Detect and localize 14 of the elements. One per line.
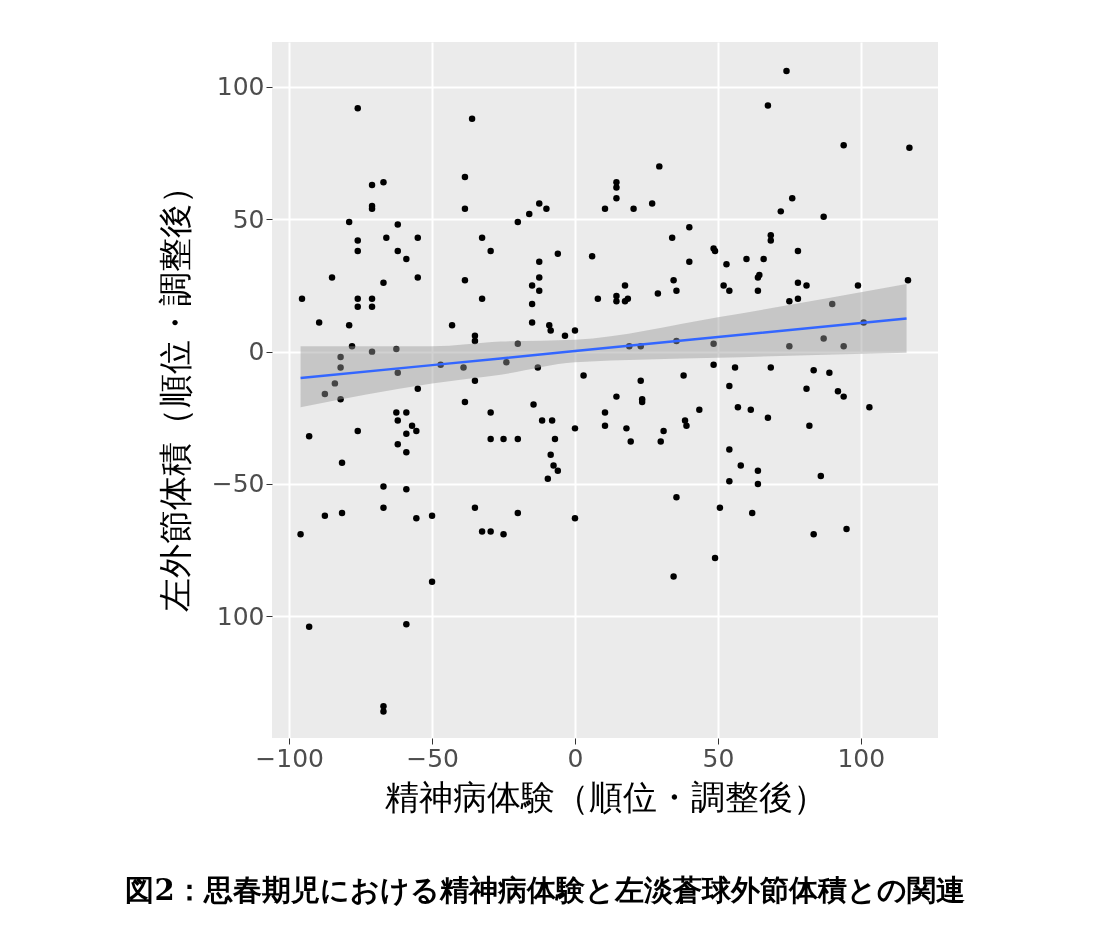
- y-tick-label: 50: [232, 204, 265, 234]
- x-axis-title: 精神病体験（順位・調整後）: [384, 776, 827, 817]
- y-tick-label: 100: [216, 601, 265, 631]
- text: 図2：思春期児における精神病体験と左淡蒼球外節体積との関連: [125, 873, 965, 907]
- x-tick-label: −50: [406, 743, 459, 773]
- y-tick-label: 0: [248, 337, 265, 367]
- y-tick-label: −50: [211, 469, 265, 499]
- y-axis-title: 左外節体積（順位・調整後）: [154, 169, 195, 612]
- x-tick-label: 0: [567, 743, 584, 773]
- y-tick-label: 100: [216, 72, 265, 102]
- line-series: [299, 317, 908, 380]
- x-tick-label: 100: [837, 743, 886, 773]
- x-tick-label: −100: [255, 743, 324, 773]
- x-tick-label: 50: [702, 743, 735, 773]
